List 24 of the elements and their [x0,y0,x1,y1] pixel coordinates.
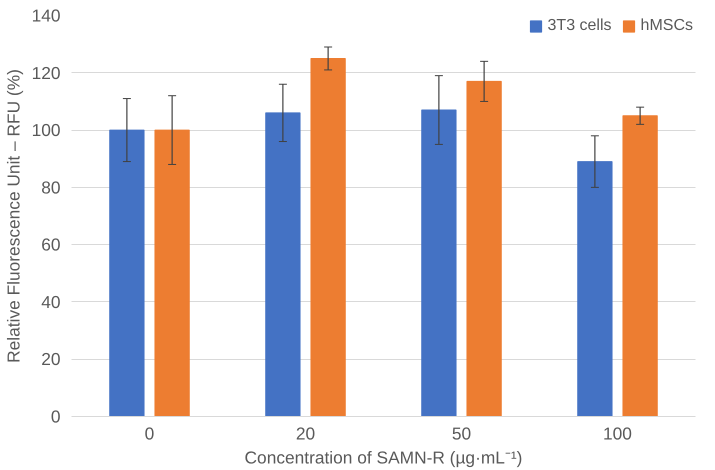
bar [577,161,613,416]
bar [265,112,301,416]
y-tick-label: 60 [41,234,61,255]
y-tick-label: 100 [32,120,61,140]
x-axis-title: Concentration of SAMN-R (µg·mL⁻¹) [244,448,522,468]
y-axis-title: Relative Fluorescence Unit – RFU (%) [4,69,24,363]
y-tick-label: 80 [41,177,61,198]
x-tick-label: 20 [296,424,316,444]
legend-label: 3T3 cells [548,17,612,35]
x-tick-label: 100 [603,424,632,444]
bar [154,130,190,416]
bar [109,130,145,416]
y-tick-label: 140 [32,6,61,26]
bar [466,80,502,416]
bar [421,110,457,416]
bar [310,58,346,416]
y-tick-label: 40 [41,292,61,312]
y-tick-label: 20 [41,349,61,370]
x-tick-label: 0 [144,424,154,444]
y-tick-label: 0 [50,406,61,426]
bar [622,115,658,416]
legend-label: hMSCs [640,17,693,35]
y-tick-label: 120 [32,62,61,83]
x-tick-label: 50 [452,424,472,444]
